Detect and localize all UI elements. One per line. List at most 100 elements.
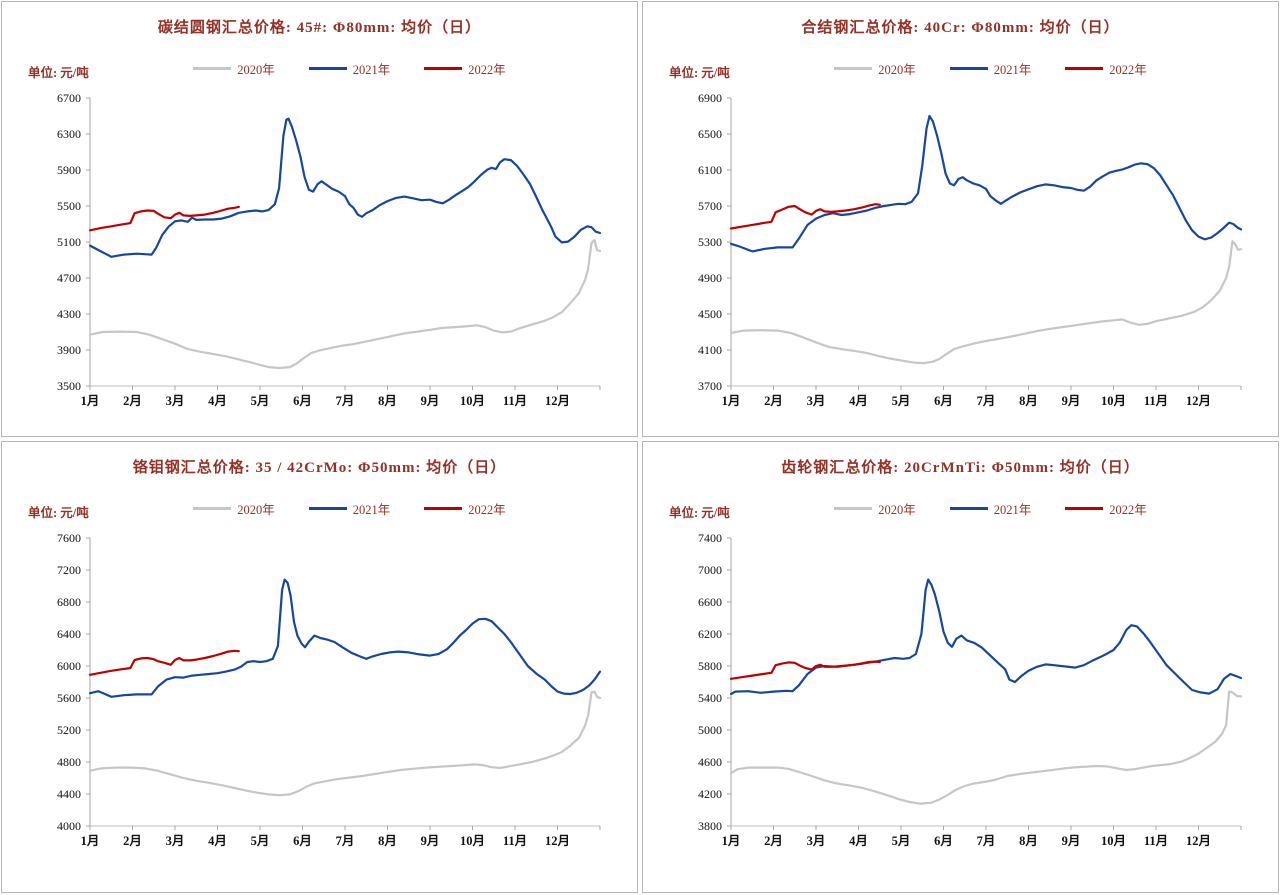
legend-swatch-icon xyxy=(949,67,988,70)
x-tick-label: 2月 xyxy=(764,834,783,848)
y-tick-label: 6300 xyxy=(57,127,81,141)
y-tick-label: 5600 xyxy=(57,691,81,705)
series-line-2020年 xyxy=(729,690,1243,805)
legend-item: 2022年 xyxy=(1065,59,1147,78)
y-tick-label: 4100 xyxy=(698,343,722,357)
x-tick-label: 2月 xyxy=(123,834,142,848)
legend-label: 2020年 xyxy=(237,503,275,517)
legend-label: 2022年 xyxy=(468,63,506,77)
legend-label: 2021年 xyxy=(993,503,1032,517)
series-line-2021年 xyxy=(88,578,602,698)
y-tick-label: 4900 xyxy=(698,271,722,285)
x-tick-label: 9月 xyxy=(1062,834,1081,848)
x-tick-label: 9月 xyxy=(421,834,440,848)
legend: 2020年 2021年 2022年 xyxy=(703,499,1278,518)
y-tick-label: 6500 xyxy=(698,127,722,141)
y-tick-label: 6600 xyxy=(698,595,722,609)
chart-title: 碳结圆钢汇总价格: 45#: Φ80mm: 均价（日） xyxy=(157,20,482,36)
x-tick-label: 4月 xyxy=(208,394,227,408)
legend-item: 2022年 xyxy=(424,59,506,78)
series-line-2022年 xyxy=(88,205,240,232)
x-tick-label: 5月 xyxy=(892,394,911,408)
y-tick-label: 5500 xyxy=(57,199,81,213)
unit-label: 单位: 元/吨 xyxy=(28,66,89,80)
x-tick-label: 12月 xyxy=(1186,394,1211,408)
series-line-2020年 xyxy=(88,690,602,797)
line-chart: 3800 4200 4600 5000 5400 5800 6200 6600 7000 7400… xyxy=(698,531,1243,848)
x-tick-label: 12月 xyxy=(1186,834,1211,848)
legend-label: 2022年 xyxy=(468,503,506,517)
y-tick-label: 3500 xyxy=(57,379,81,393)
unit-label: 单位: 元/吨 xyxy=(669,506,730,520)
legend-label: 2021年 xyxy=(993,63,1032,77)
legend-swatch-icon xyxy=(424,67,463,70)
y-tick-label: 6100 xyxy=(698,163,722,177)
line-chart: 3500 3900 4300 4700 5100 5500 5900 6300 6700 1月 2月… xyxy=(57,91,602,408)
series-line-2022年 xyxy=(729,203,881,230)
chart-title: 齿轮钢汇总价格: 20CrMnTi: Φ50mm: 均价（日） xyxy=(781,460,1140,476)
x-tick-label: 3月 xyxy=(807,394,826,408)
legend-item: 2020年 xyxy=(193,59,275,78)
x-tick-label: 12月 xyxy=(545,834,570,848)
y-tick-label: 4200 xyxy=(698,787,722,801)
y-tick-label: 4300 xyxy=(57,307,81,321)
chart-panel-gear-steel: 齿轮钢汇总价格: 20CrMnTi: Φ50mm: 均价（日） 单位: 元/吨 … xyxy=(642,441,1279,893)
x-tick-label: 11月 xyxy=(503,834,527,848)
legend-swatch-icon xyxy=(949,507,988,510)
y-tick-label: 5900 xyxy=(57,163,81,177)
x-tick-label: 12月 xyxy=(545,394,570,408)
x-tick-label: 10月 xyxy=(460,834,485,848)
y-tick-label: 3700 xyxy=(698,379,722,393)
x-tick-label: 10月 xyxy=(1101,834,1126,848)
x-tick-label: 9月 xyxy=(1062,394,1081,408)
legend-swatch-icon xyxy=(193,507,232,510)
y-tick-label: 6700 xyxy=(57,91,81,105)
legend-item: 2020年 xyxy=(834,59,916,78)
chart-panel-alloy-steel: 合结钢汇总价格: 40Cr: Φ80mm: 均价（日） 单位: 元/吨 2020… xyxy=(642,1,1279,437)
legend-swatch-icon xyxy=(1065,507,1104,510)
x-tick-label: 4月 xyxy=(849,834,868,848)
x-tick-label: 7月 xyxy=(977,394,996,408)
legend: 2020年 2021年 2022年 xyxy=(62,59,637,78)
legend-swatch-icon xyxy=(308,507,347,510)
y-tick-label: 7600 xyxy=(57,531,81,545)
y-tick-label: 4400 xyxy=(57,787,81,801)
x-tick-label: 10月 xyxy=(1101,394,1126,408)
legend-item: 2022年 xyxy=(424,499,506,518)
chart-title: 铬钼钢汇总价格: 35 / 42CrMo: Φ50mm: 均价（日） xyxy=(132,460,507,476)
legend: 2020年 2021年 2022年 xyxy=(703,59,1278,78)
legend-item: 2021年 xyxy=(308,59,390,78)
x-tick-label: 2月 xyxy=(123,394,142,408)
unit-label: 单位: 元/吨 xyxy=(28,506,89,520)
x-tick-label: 1月 xyxy=(81,394,100,408)
legend: 2020年 2021年 2022年 xyxy=(62,499,637,518)
legend-swatch-icon xyxy=(308,67,347,70)
series-line-2021年 xyxy=(729,578,1243,696)
legend-swatch-icon xyxy=(834,67,873,70)
y-tick-label: 4800 xyxy=(57,755,81,769)
x-tick-label: 5月 xyxy=(892,834,911,848)
y-tick-label: 5100 xyxy=(57,235,81,249)
legend-swatch-icon xyxy=(834,507,873,510)
series-line-2020年 xyxy=(88,239,602,370)
legend-item: 2022年 xyxy=(1065,499,1147,518)
legend-swatch-icon xyxy=(424,507,463,510)
x-tick-label: 6月 xyxy=(934,834,953,848)
y-tick-label: 5400 xyxy=(698,691,722,705)
series-line-2022年 xyxy=(88,649,240,676)
x-tick-label: 9月 xyxy=(421,394,440,408)
y-tick-label: 4600 xyxy=(698,755,722,769)
x-tick-label: 1月 xyxy=(81,834,100,848)
y-tick-label: 3800 xyxy=(698,819,722,833)
chart-title: 合结钢汇总价格: 40Cr: Φ80mm: 均价（日） xyxy=(801,20,1120,36)
x-tick-label: 5月 xyxy=(251,394,270,408)
y-tick-label: 4500 xyxy=(698,307,722,321)
legend-item: 2021年 xyxy=(949,499,1032,518)
y-tick-label: 7200 xyxy=(57,563,81,577)
y-tick-label: 7400 xyxy=(698,531,722,545)
y-tick-label: 5800 xyxy=(698,659,722,673)
x-tick-label: 8月 xyxy=(378,834,397,848)
y-tick-label: 5700 xyxy=(698,199,722,213)
y-tick-label: 6200 xyxy=(698,627,722,641)
y-tick-label: 4000 xyxy=(57,819,81,833)
